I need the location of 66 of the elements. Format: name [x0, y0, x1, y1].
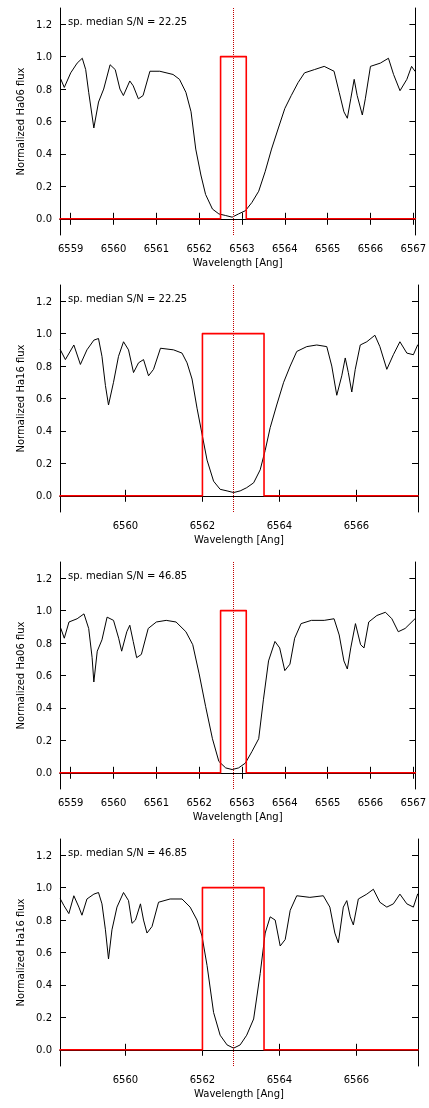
x-tick-label: 6560 — [112, 1073, 139, 1085]
x-tick-label: 6560 — [112, 519, 139, 531]
annotation: sp. median S/N = 22.25 — [68, 292, 188, 304]
y-tick-label: 0.0 — [36, 490, 52, 502]
x-tick-label: 6563 — [229, 242, 255, 254]
y-tick-label: 0.4 — [36, 425, 52, 437]
x-tick-label: 6564 — [272, 242, 298, 254]
x-tick-label: 6561 — [143, 796, 170, 808]
y-tick-label: 0.0 — [36, 213, 52, 225]
y-tick-label: 0.8 — [36, 360, 52, 372]
y-axis-title: Normalized Ha06 flux — [14, 621, 26, 730]
x-tick-label: 6564 — [266, 519, 293, 531]
x-tick-label: 6563 — [229, 796, 255, 808]
y-axis-title: Normalized Ha16 flux — [14, 898, 26, 1007]
y-tick-label: 1.2 — [36, 18, 52, 30]
x-tick-label: 6564 — [272, 796, 298, 808]
y-tick-label: 0.4 — [36, 148, 52, 160]
y-tick-label: 0.6 — [36, 947, 52, 958]
y-tick-label: 0.2 — [36, 734, 52, 746]
y-tick-label: 0.0 — [36, 767, 52, 779]
x-axis-title: Wavelength [Ang] — [192, 257, 283, 269]
y-tick-label: 0.8 — [36, 83, 52, 95]
x-tick-label: 6564 — [266, 1073, 293, 1085]
x-tick-label: 6567 — [400, 242, 426, 254]
y-tick-label: 0.6 — [36, 116, 52, 127]
x-tick-label: 6562 — [189, 519, 216, 531]
annotation: sp. median S/N = 46.85 — [68, 569, 188, 581]
x-tick-label: 6559 — [57, 242, 84, 254]
y-tick-label: 1.2 — [36, 572, 52, 584]
x-tick-label: 6561 — [143, 242, 170, 254]
x-tick-label: 6560 — [100, 242, 127, 254]
y-tick-label: 0.2 — [36, 457, 52, 469]
x-tick-label: 6562 — [189, 1073, 216, 1085]
x-tick-label: 6565 — [314, 796, 341, 808]
y-tick-label: 0.8 — [36, 637, 52, 649]
x-tick-label: 6566 — [357, 796, 384, 808]
x-tick-label: 6566 — [357, 242, 384, 254]
y-tick-label: 1.2 — [36, 849, 52, 861]
y-tick-label: 0.0 — [36, 1044, 52, 1056]
x-tick-label: 6566 — [343, 519, 370, 531]
x-tick-label: 6566 — [343, 1073, 370, 1085]
y-tick-label: 1.0 — [36, 605, 52, 617]
annotation: sp. median S/N = 22.25 — [68, 15, 188, 27]
annotation: sp. median S/N = 46.85 — [68, 846, 188, 858]
x-tick-label: 6562 — [186, 242, 212, 254]
y-tick-label: 0.8 — [36, 914, 52, 926]
y-tick-label: 0.2 — [36, 1011, 52, 1023]
x-tick-label: 6560 — [100, 796, 127, 808]
x-axis-title: Wavelength [Ang] — [192, 811, 283, 823]
y-tick-label: 1.0 — [36, 882, 52, 894]
y-tick-label: 1.0 — [36, 328, 52, 340]
y-tick-label: 0.6 — [36, 393, 52, 404]
x-axis-title: Wavelength [Ang] — [194, 1088, 285, 1100]
y-axis-title: Normalized Ha06 flux — [14, 67, 26, 176]
x-tick-label: 6565 — [314, 242, 341, 254]
y-axis-title: Normalized Ha16 flux — [14, 344, 26, 453]
y-tick-label: 0.4 — [36, 702, 52, 714]
y-tick-label: 0.4 — [36, 979, 52, 991]
y-tick-label: 0.6 — [36, 670, 52, 681]
y-tick-label: 1.2 — [36, 295, 52, 307]
x-tick-label: 6559 — [57, 796, 84, 808]
x-tick-label: 6567 — [400, 796, 426, 808]
y-tick-label: 0.2 — [36, 180, 52, 192]
x-axis-title: Wavelength [Ang] — [194, 534, 285, 546]
y-tick-label: 1.0 — [36, 51, 52, 63]
x-tick-label: 6562 — [186, 796, 212, 808]
